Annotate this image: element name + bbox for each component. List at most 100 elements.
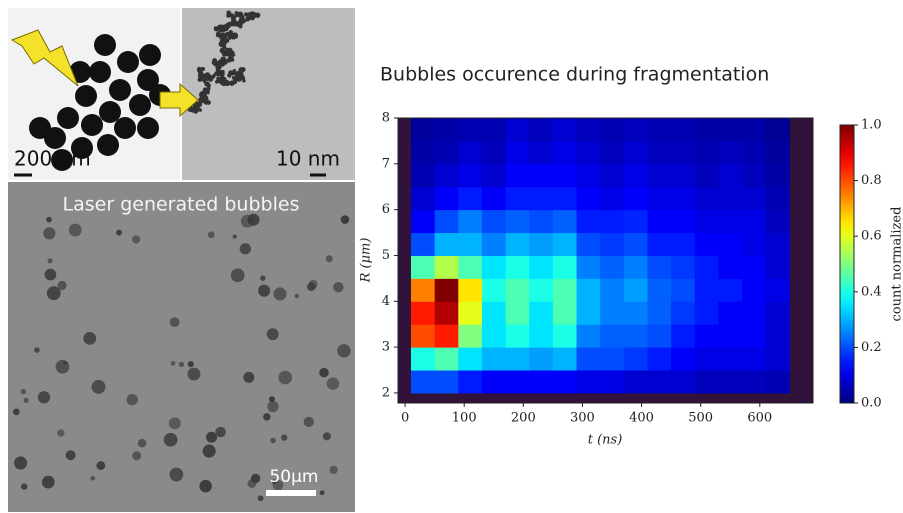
heatmap-cell bbox=[695, 118, 719, 141]
heatmap-cell bbox=[411, 233, 435, 256]
x-tick-label: 600 bbox=[747, 411, 772, 426]
heatmap-cell bbox=[553, 255, 577, 278]
heatmap-cell bbox=[671, 233, 695, 256]
particle bbox=[117, 51, 139, 73]
y-tick-label: 5 bbox=[382, 248, 390, 263]
bubble bbox=[46, 217, 52, 223]
heatmap-cell bbox=[435, 278, 459, 301]
bubble bbox=[116, 230, 122, 236]
bubble bbox=[267, 328, 279, 340]
heatmap-cell bbox=[742, 255, 766, 278]
bubble bbox=[169, 417, 181, 429]
heatmap-cell bbox=[435, 187, 459, 210]
heatmap-cell bbox=[435, 141, 459, 164]
particle bbox=[137, 117, 159, 139]
heatmap-cell bbox=[435, 324, 459, 347]
y-axis-label: R (μm) bbox=[359, 238, 374, 284]
micrograph bbox=[8, 182, 355, 512]
heatmap-cell bbox=[553, 324, 577, 347]
bubble bbox=[126, 394, 137, 405]
heatmap-cell bbox=[506, 370, 530, 393]
heatmap-cell bbox=[600, 370, 624, 393]
heatmap-cell bbox=[577, 118, 601, 141]
heatmap-cell bbox=[718, 141, 742, 164]
particle bbox=[57, 107, 79, 129]
heatmap-cell bbox=[718, 164, 742, 187]
heatmap-cell bbox=[600, 141, 624, 164]
particle bbox=[226, 33, 230, 37]
y-tick-label: 8 bbox=[382, 111, 390, 126]
x-tick-label: 300 bbox=[570, 411, 595, 426]
bubble bbox=[248, 214, 260, 226]
bubble bbox=[295, 294, 299, 298]
heatmap-cell bbox=[742, 118, 766, 141]
heatmap-cell bbox=[742, 278, 766, 301]
bubble bbox=[267, 401, 278, 412]
heatmap-cell bbox=[506, 347, 530, 370]
heatmap-cell bbox=[529, 210, 553, 233]
heatmap-cell bbox=[458, 187, 482, 210]
bubble bbox=[329, 466, 337, 474]
particle bbox=[227, 73, 231, 77]
colorbar-label: count normalized bbox=[890, 207, 903, 322]
particle bbox=[99, 101, 121, 123]
heatmap-cell bbox=[482, 324, 506, 347]
heatmap-cell bbox=[766, 301, 790, 324]
x-tick-label: 400 bbox=[629, 411, 654, 426]
scale-bar bbox=[266, 490, 316, 496]
heatmap-cell bbox=[695, 187, 719, 210]
heatmap-cell bbox=[411, 324, 435, 347]
heatmap-cell bbox=[577, 141, 601, 164]
heatmap-cell bbox=[506, 255, 530, 278]
heatmap-cell bbox=[506, 301, 530, 324]
heatmap-cell bbox=[624, 347, 648, 370]
colorbar-tick-label: 0.0 bbox=[861, 396, 882, 411]
bubble bbox=[66, 450, 76, 460]
particle bbox=[220, 34, 223, 37]
heatmap-cell bbox=[553, 301, 577, 324]
heatmap-cell bbox=[766, 278, 790, 301]
colorbar-tick-label: 1.0 bbox=[861, 118, 882, 133]
colorbar-tick-label: 0.8 bbox=[861, 173, 882, 188]
heatmap-cell bbox=[766, 118, 790, 141]
heatmap-cell bbox=[506, 278, 530, 301]
bubble bbox=[169, 468, 183, 482]
bubble bbox=[83, 332, 96, 345]
x-tick-label: 0 bbox=[401, 411, 409, 426]
heatmap-cell bbox=[529, 324, 553, 347]
bubble bbox=[170, 317, 180, 327]
heatmap-cell bbox=[553, 164, 577, 187]
particle bbox=[238, 19, 244, 25]
heatmap-cell bbox=[742, 370, 766, 393]
particle bbox=[203, 93, 207, 97]
heatmap-cell bbox=[553, 347, 577, 370]
heatmap-cell bbox=[529, 187, 553, 210]
heatmap-cell bbox=[742, 141, 766, 164]
heatmap-cell bbox=[600, 233, 624, 256]
heatmap-cell bbox=[577, 347, 601, 370]
particle bbox=[205, 76, 209, 80]
heatmap-cell bbox=[695, 233, 719, 256]
bubble bbox=[171, 361, 176, 366]
heatmap-cell bbox=[435, 118, 459, 141]
heatmap-cell bbox=[624, 233, 648, 256]
heatmap-cell bbox=[671, 255, 695, 278]
heatmap-cell bbox=[695, 141, 719, 164]
heatmap-cell bbox=[718, 233, 742, 256]
bubble bbox=[132, 451, 141, 460]
heatmap-cell bbox=[647, 324, 671, 347]
bubble bbox=[206, 432, 217, 443]
heatmap-cell bbox=[671, 141, 695, 164]
heatmap-cell bbox=[577, 324, 601, 347]
particle bbox=[129, 94, 151, 116]
colorbar-tick-label: 0.4 bbox=[861, 284, 882, 299]
bubble bbox=[57, 429, 64, 436]
heatmap-cell bbox=[411, 210, 435, 233]
heatmap-cell bbox=[600, 164, 624, 187]
bubble bbox=[38, 391, 50, 403]
heatmap-cell bbox=[435, 255, 459, 278]
particle bbox=[75, 85, 97, 107]
particle bbox=[29, 117, 51, 139]
bubble bbox=[333, 282, 343, 292]
heatmap-cell bbox=[577, 187, 601, 210]
